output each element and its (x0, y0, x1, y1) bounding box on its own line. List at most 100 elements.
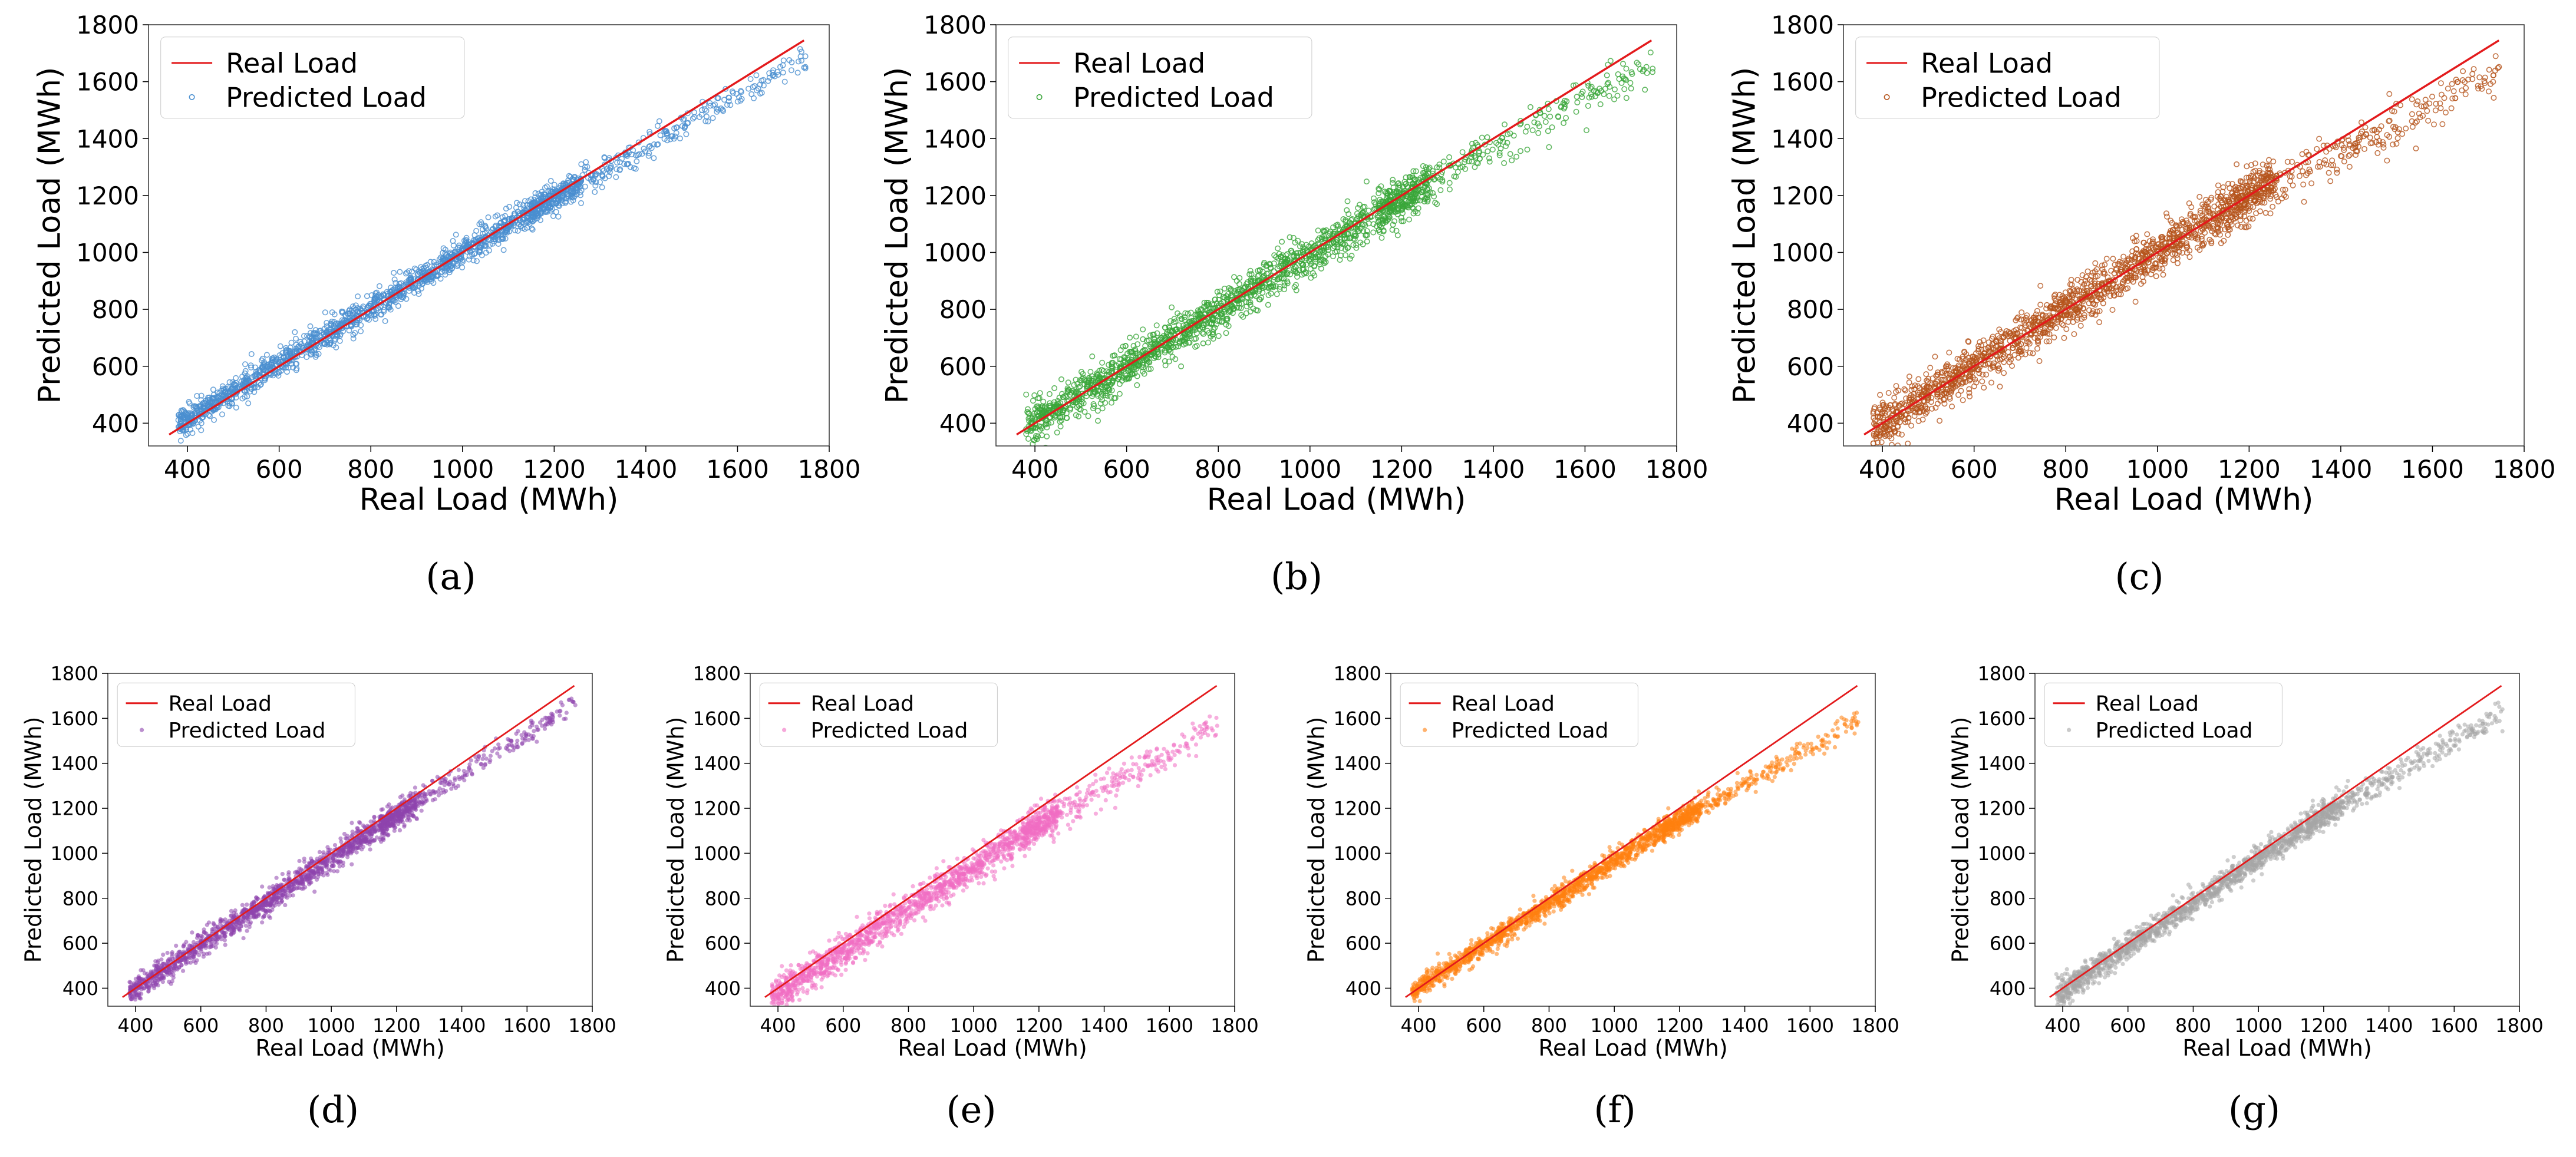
data-point (1905, 440, 1911, 446)
data-point (1496, 152, 1503, 158)
data-point (2196, 194, 2203, 200)
data-point (2217, 232, 2223, 238)
data-point (198, 392, 205, 399)
data-point (1350, 236, 1357, 242)
data-point (1573, 108, 1579, 115)
data-point (1981, 384, 1987, 391)
data-point (459, 264, 466, 270)
data-point (217, 395, 223, 402)
data-point (1332, 249, 1338, 255)
data-point (2215, 182, 2221, 189)
data-point (2030, 350, 2036, 356)
data-point (2284, 158, 2291, 165)
data-point (1908, 386, 1915, 393)
x-tick-label: 1200 (523, 455, 586, 484)
data-point (524, 224, 530, 231)
data-point (1292, 264, 1299, 270)
data-point (2010, 331, 2017, 338)
data-point (1371, 199, 1377, 206)
data-point (376, 283, 382, 289)
data-point (263, 352, 270, 358)
data-point (2300, 168, 2306, 174)
data-point (1924, 377, 1930, 384)
data-point (1344, 198, 1351, 204)
data-point (748, 91, 755, 97)
data-point (2492, 67, 2498, 74)
data-point (499, 214, 506, 220)
data-point (1496, 150, 1503, 156)
data-point (788, 67, 794, 74)
data-point (1167, 349, 1174, 355)
data-point (278, 368, 285, 374)
data-point (1134, 350, 1141, 356)
data-point (1154, 330, 1160, 336)
data-point (1247, 299, 1254, 306)
data-point (378, 311, 385, 318)
data-point (1111, 375, 1117, 381)
data-point (1200, 324, 1206, 330)
data-point (1162, 362, 1169, 369)
data-point (1106, 362, 1112, 368)
data-point (1169, 304, 1175, 310)
data-point (1400, 210, 1406, 216)
data-point (1173, 343, 1179, 350)
data-point (2037, 302, 2044, 308)
data-point (1584, 127, 1590, 134)
data-point (2224, 216, 2230, 222)
data-point (1265, 302, 1271, 308)
data-point (1919, 416, 1926, 423)
x-tick-label: 600 (1103, 455, 1150, 484)
data-point (657, 132, 664, 138)
data-point (1050, 401, 1057, 408)
data-point (1505, 131, 1511, 138)
data-point (542, 203, 549, 210)
data-point (1400, 201, 1406, 207)
data-point (1635, 61, 1642, 68)
data-point (1240, 313, 1246, 320)
data-point (1312, 256, 1319, 263)
data-point (738, 89, 744, 95)
data-point (1384, 190, 1391, 196)
data-point (1104, 372, 1110, 378)
data-point (2300, 181, 2307, 188)
data-point (1109, 379, 1116, 385)
data-point (339, 309, 345, 316)
data-point (2177, 242, 2184, 249)
data-point (1224, 315, 1231, 322)
data-point (2099, 283, 2106, 290)
y-tick-label: 800 (939, 295, 987, 324)
data-point (1210, 331, 1216, 338)
y-tick-label: 600 (92, 352, 139, 381)
data-point (1035, 433, 1041, 439)
data-point (1320, 249, 1327, 255)
data-point (1895, 442, 1901, 446)
data-point (1504, 140, 1510, 146)
data-point (1378, 234, 1385, 241)
data-point (569, 189, 576, 196)
data-point (2092, 260, 2099, 266)
data-point (1923, 371, 1929, 378)
data-point (1283, 252, 1289, 259)
data-point (2353, 151, 2359, 158)
legend-entry: Real Load (1073, 47, 1205, 79)
data-point (1942, 363, 1949, 370)
data-point (1604, 72, 1610, 78)
data-point (219, 411, 225, 418)
data-point (1489, 146, 1496, 153)
data-point (1057, 418, 1063, 425)
data-point (2305, 151, 2311, 158)
data-point (2133, 246, 2140, 252)
data-point (347, 310, 354, 317)
data-point (1200, 330, 1207, 337)
data-point (2334, 166, 2340, 173)
data-point (2490, 72, 2496, 79)
data-point (1238, 312, 1245, 318)
data-point (2092, 278, 2098, 285)
data-point (178, 418, 184, 424)
data-point (405, 277, 412, 283)
data-point (802, 53, 809, 59)
data-point (1405, 184, 1411, 190)
data-point (1247, 267, 1254, 274)
data-point (1074, 404, 1080, 411)
